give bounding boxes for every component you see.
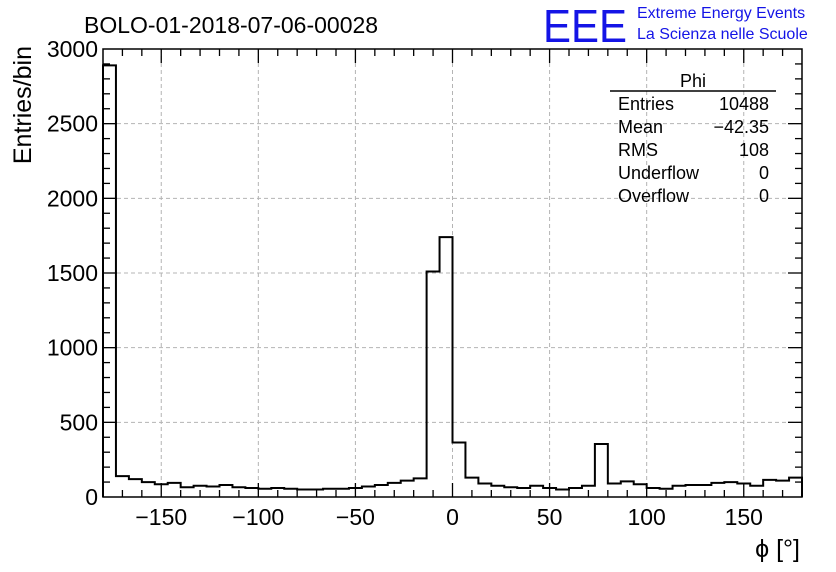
x-tick-label: 100 bbox=[627, 504, 665, 530]
stats-box-title: Phi bbox=[680, 71, 706, 91]
stats-label-overflow: Overflow bbox=[618, 186, 690, 206]
stats-box: Phi Entries 10488 Mean −42.35 RMS 108 Un… bbox=[610, 71, 776, 206]
eee-logo-mark: EEE bbox=[543, 0, 627, 52]
stats-label-mean: Mean bbox=[618, 117, 663, 137]
stats-value-underflow: 0 bbox=[759, 163, 769, 183]
y-tick-label: 1500 bbox=[47, 260, 98, 286]
y-tick-label: 1000 bbox=[47, 335, 98, 361]
x-tick-labels: −150 −100 −50 0 50 100 150 bbox=[135, 504, 763, 530]
stats-value-rms: 108 bbox=[739, 140, 769, 160]
y-tick-label: 2500 bbox=[47, 111, 98, 137]
y-tick-label: 3000 bbox=[47, 36, 98, 62]
logo-line-2: La Scienza nelle Scuole bbox=[637, 26, 808, 43]
x-tick-label: −150 bbox=[135, 504, 187, 530]
histogram-series bbox=[102, 64, 803, 497]
stats-value-mean: −42.35 bbox=[713, 117, 769, 137]
y-tick-label: 500 bbox=[60, 409, 98, 435]
stats-label-rms: RMS bbox=[618, 140, 658, 160]
stats-label-underflow: Underflow bbox=[618, 163, 700, 183]
axis-ticks bbox=[103, 49, 802, 497]
x-axis-label: ϕ [°] bbox=[755, 535, 800, 563]
chart-title: BOLO-01-2018-07-06-00028 bbox=[84, 12, 378, 38]
stats-value-overflow: 0 bbox=[759, 186, 769, 206]
y-tick-label: 2000 bbox=[47, 185, 98, 211]
stats-value-entries: 10488 bbox=[719, 94, 769, 114]
x-tick-label: −100 bbox=[232, 504, 284, 530]
stats-label-entries: Entries bbox=[618, 94, 674, 114]
logo-line-1: Extreme Energy Events bbox=[637, 5, 805, 22]
x-tick-label: 50 bbox=[537, 504, 563, 530]
y-tick-label: 0 bbox=[85, 484, 98, 510]
eee-logo: EEE Extreme Energy Events La Scienza nel… bbox=[543, 0, 808, 52]
x-tick-label: −50 bbox=[336, 504, 375, 530]
y-tick-labels: 0 500 1000 1500 2000 2500 3000 bbox=[47, 36, 98, 510]
y-axis-label: Entries/bin bbox=[9, 46, 37, 164]
x-tick-label: 0 bbox=[446, 504, 459, 530]
x-tick-label: 150 bbox=[725, 504, 763, 530]
